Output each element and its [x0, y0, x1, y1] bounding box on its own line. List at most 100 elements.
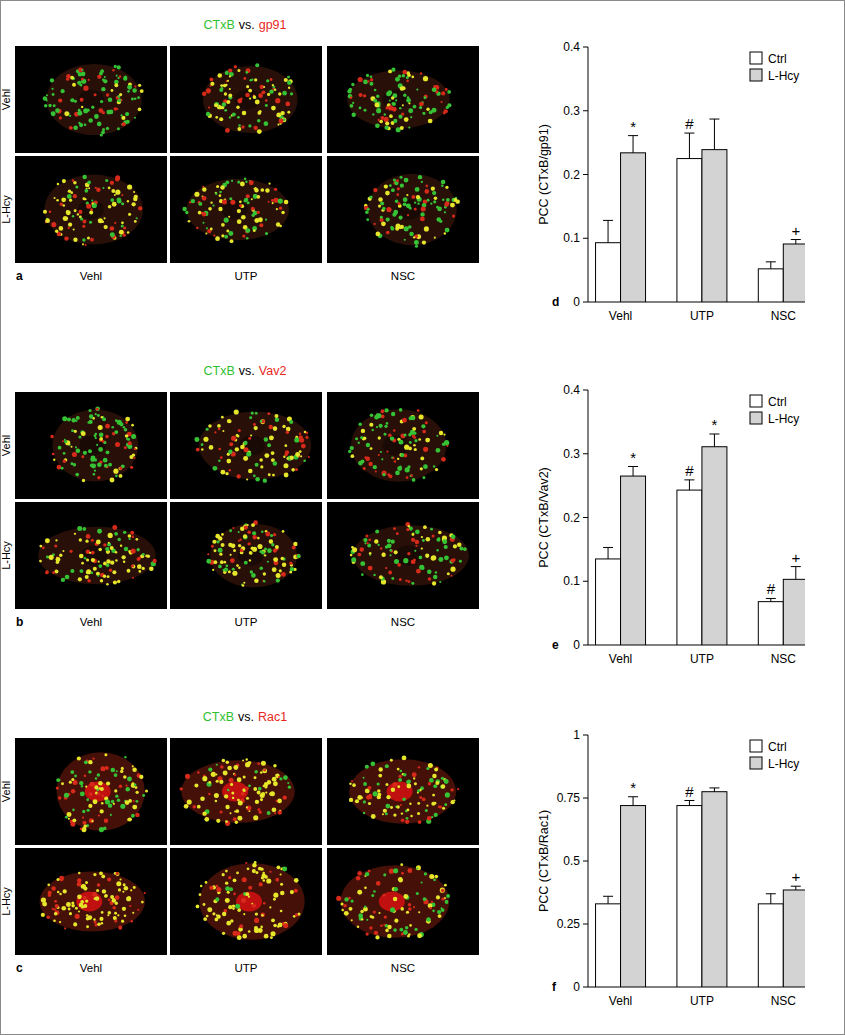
stain-dot [445, 228, 450, 233]
stain-dot [261, 914, 264, 917]
stain-dot [102, 187, 104, 189]
stain-dot [198, 202, 202, 206]
micrograph-bg [15, 848, 167, 955]
stain-dot [197, 805, 201, 809]
nucleus [79, 436, 105, 456]
stain-dot [275, 878, 279, 882]
stain-dot [391, 188, 395, 192]
cell-body [47, 64, 142, 135]
stain-dot [121, 225, 124, 228]
stain-dot [212, 204, 214, 206]
stain-dot [229, 197, 232, 200]
stain-dot [98, 425, 103, 430]
stain-dot [414, 928, 417, 931]
stain-dot [444, 211, 446, 213]
stain-dot [276, 578, 280, 582]
stain-dot [132, 805, 137, 810]
stain-dot [296, 554, 300, 558]
stain-dot [247, 542, 250, 545]
stain-dot [444, 803, 447, 806]
stain-dot [130, 889, 132, 891]
nucleus [222, 782, 248, 802]
stain-dot [280, 910, 283, 913]
stain-dot [435, 468, 438, 471]
stain-dot [263, 879, 266, 882]
stain-dot [264, 121, 269, 126]
stain-dot [78, 109, 81, 112]
stain-dot [118, 926, 122, 930]
stain-dot [222, 932, 225, 935]
stain-dot [52, 453, 55, 456]
stain-dot [220, 765, 224, 769]
stain-dot [398, 202, 401, 205]
stain-dot [251, 573, 256, 578]
stain-dot [72, 179, 74, 181]
stain-dot [421, 181, 423, 183]
image-panel: CTxBvs.Rac1VehlL-HcyVehlUTPNSCc [0, 710, 479, 975]
stain-dot [208, 793, 211, 796]
stain-dot [131, 782, 134, 785]
stain-dot [102, 889, 106, 893]
stain-dot [410, 815, 413, 818]
stain-dot [69, 550, 72, 553]
stain-dot [206, 559, 211, 564]
stain-dot [112, 202, 117, 207]
stain-dot [254, 218, 259, 223]
stain-dot [127, 90, 130, 93]
stain-dot [238, 566, 241, 569]
stain-dot [393, 457, 395, 459]
stain-dot [85, 881, 88, 884]
nucleus [387, 782, 413, 802]
stain-dot [402, 104, 404, 106]
stain-dot [282, 563, 286, 567]
stain-dot [260, 419, 265, 424]
stain-dot [397, 785, 400, 788]
stain-dot [370, 447, 373, 450]
stain-dot [379, 575, 383, 579]
stain-dot [111, 89, 114, 92]
stain-dot [75, 446, 77, 448]
stain-dot [399, 216, 403, 220]
nucleus [239, 436, 265, 456]
stain-dot [248, 89, 252, 93]
stain-dot [400, 453, 404, 457]
stain-dot [369, 552, 372, 555]
stain-dot [230, 812, 232, 814]
row-label: Vehl [0, 89, 12, 110]
stain-dot [261, 90, 265, 94]
stain-dot [104, 464, 108, 468]
stain-dot [386, 231, 390, 235]
stain-dot [82, 884, 86, 888]
stain-dot [238, 544, 241, 547]
stain-dot [406, 780, 410, 784]
stain-dot [244, 177, 247, 180]
stain-dot [382, 207, 385, 210]
stain-dot [434, 196, 438, 200]
stain-dot [57, 465, 62, 470]
stain-dot [367, 80, 369, 82]
stain-dot [230, 239, 234, 243]
stain-dot [138, 570, 141, 573]
stain-dot [441, 91, 445, 95]
stain-dot [108, 98, 113, 103]
stain-dot [290, 92, 293, 95]
stain-dot [96, 889, 99, 892]
stain-dot [98, 548, 102, 552]
stain-dot [64, 927, 66, 929]
stain-dot [60, 878, 64, 882]
stain-dot [119, 467, 122, 470]
stain-dot [206, 428, 209, 431]
stain-dot [131, 424, 134, 427]
stain-dot [101, 795, 104, 798]
stain-dot [261, 530, 263, 532]
stain-dot [348, 94, 353, 99]
stain-dot [418, 438, 421, 441]
stain-dot [367, 208, 370, 211]
nucleus [396, 200, 422, 220]
stain-dot [272, 777, 277, 782]
stain-dot [100, 766, 105, 771]
stain-dot [389, 184, 392, 187]
stain-dot [133, 457, 135, 459]
stain-dot [70, 569, 74, 573]
stain-dot [202, 92, 206, 96]
